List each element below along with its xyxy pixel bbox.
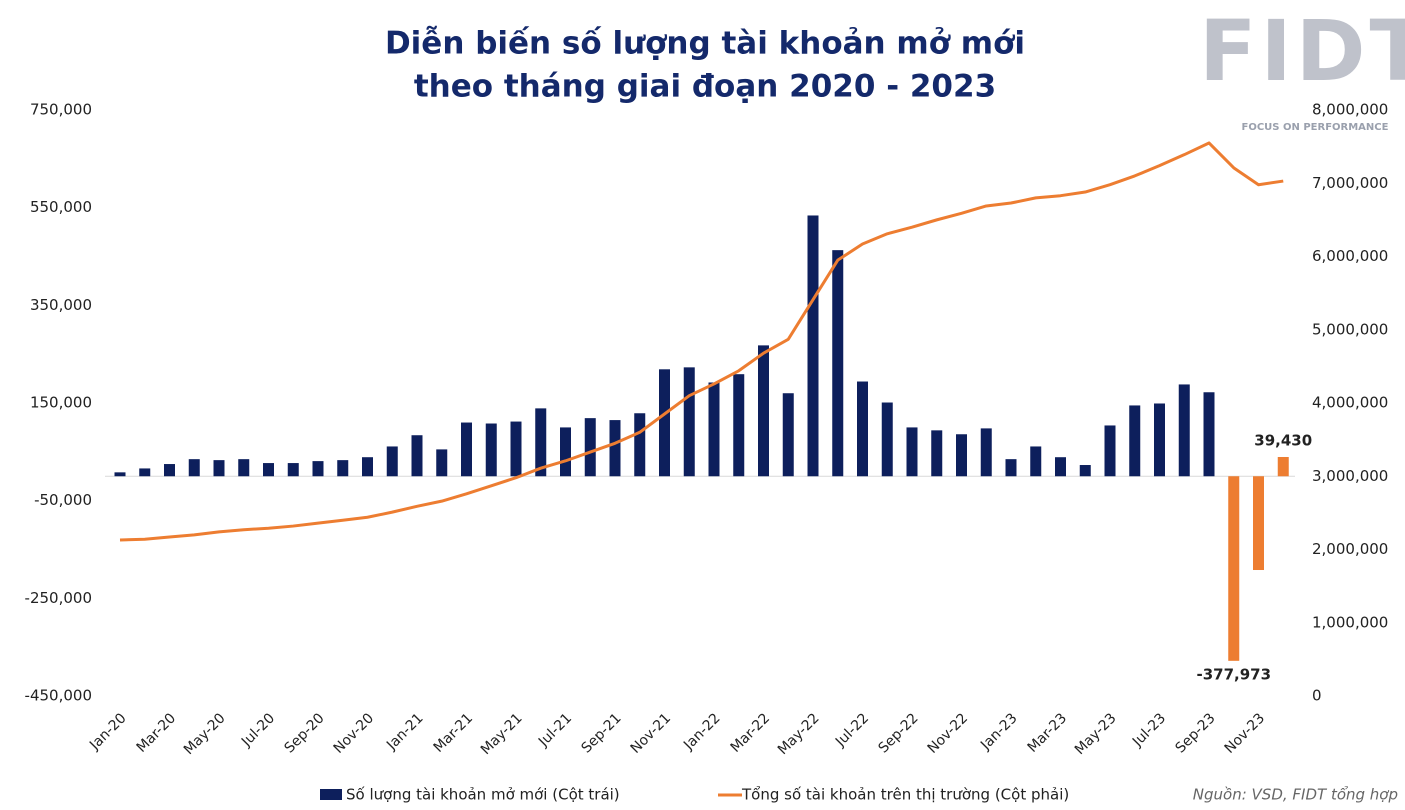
bar — [213, 460, 225, 477]
bar — [1277, 456, 1289, 477]
bar — [980, 428, 992, 477]
bar — [238, 459, 250, 477]
legend-swatch — [320, 789, 342, 800]
bar — [584, 418, 596, 477]
y2-tick-label: 0 — [1312, 687, 1322, 705]
y2-tick-label: 8,000,000 — [1312, 101, 1388, 119]
y2-tick-label: 4,000,000 — [1312, 394, 1388, 412]
bar — [411, 435, 423, 477]
legend-label: Tổng số tài khoản trên thị trường (Cột p… — [741, 786, 1069, 804]
y2-tick-label: 7,000,000 — [1312, 174, 1388, 192]
bar — [188, 459, 200, 477]
bar — [857, 381, 868, 477]
bar — [609, 420, 621, 477]
logo-tagline: FOCUS ON PERFORMANCE — [1242, 122, 1389, 133]
bar — [535, 408, 547, 477]
line — [119, 141, 1284, 542]
bar — [436, 449, 448, 477]
y-tick-label: 750,000 — [30, 101, 92, 119]
bar — [758, 345, 769, 477]
bar — [931, 430, 943, 477]
bar — [510, 421, 522, 477]
bar — [287, 463, 299, 477]
bar — [139, 468, 151, 477]
bar — [386, 446, 398, 477]
y-tick-label: 150,000 — [30, 394, 92, 412]
bar — [114, 472, 126, 477]
y-tick-label: -450,000 — [25, 687, 92, 705]
bar — [1253, 476, 1264, 571]
chart-title: theo tháng giai đoạn 2020 - 2023 — [414, 69, 996, 105]
bar — [1203, 392, 1215, 477]
bar — [1129, 405, 1141, 477]
y-tick-label: 350,000 — [30, 296, 92, 314]
y-tick-label: -250,000 — [25, 589, 92, 607]
bar — [1079, 465, 1091, 477]
bar — [560, 427, 571, 477]
bar — [906, 427, 918, 477]
bar — [708, 382, 720, 477]
legend-label: Số lượng tài khoản mở mới (Cột trái) — [346, 786, 620, 804]
y2-tick-label: 3,000,000 — [1312, 467, 1388, 485]
bar — [634, 413, 646, 477]
bar — [362, 457, 373, 477]
y2-tick-label: 1,000,000 — [1312, 613, 1388, 631]
y-tick-label: -50,000 — [34, 491, 92, 509]
bar — [881, 402, 893, 477]
bar — [733, 374, 745, 477]
bar — [1055, 457, 1066, 477]
y2-tick-label: 2,000,000 — [1312, 540, 1388, 558]
bar — [1154, 403, 1165, 477]
bar — [485, 423, 497, 477]
source: Nguồn: VSD, FIDT tổng hợp — [1193, 786, 1398, 804]
bar — [659, 369, 670, 477]
bar — [683, 367, 695, 477]
bar — [956, 434, 967, 477]
logo: FIDT — [1199, 2, 1405, 100]
bar — [1104, 425, 1116, 477]
bar — [1030, 446, 1042, 477]
bar — [263, 463, 274, 477]
bar — [1178, 384, 1190, 477]
bar — [1005, 459, 1017, 477]
bar — [807, 215, 819, 477]
y-tick-label: 550,000 — [30, 198, 92, 216]
bar — [337, 460, 349, 477]
data-label: -377,973 — [1196, 665, 1271, 683]
bar — [312, 461, 324, 477]
chart-title: Diễn biến số lượng tài khoản mở mới — [385, 26, 1025, 62]
data-label: 39,430 — [1254, 431, 1312, 449]
y2-tick-label: 6,000,000 — [1312, 247, 1388, 265]
y2-tick-label: 5,000,000 — [1312, 320, 1388, 338]
bar — [782, 393, 794, 477]
bar — [832, 250, 844, 477]
bar — [164, 464, 175, 477]
bar — [461, 422, 472, 477]
bar — [1228, 476, 1240, 661]
